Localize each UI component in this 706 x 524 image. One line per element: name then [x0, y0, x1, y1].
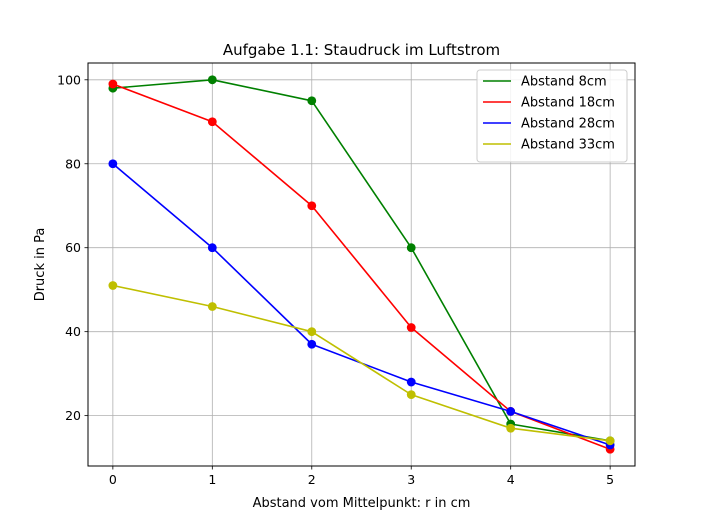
data-point — [108, 281, 118, 290]
legend-item: Abstand 18cm — [483, 96, 615, 111]
x-axis-label: Abstand vom Mittelpunkt: r in cm — [253, 496, 471, 511]
y-axis-label: Druck in Pa — [33, 228, 48, 302]
chart-title: Aufgabe 1.1: Staudruck im Luftstrom — [223, 41, 500, 59]
y-tick-label: 40 — [65, 324, 81, 339]
x-tick-label: 1 — [208, 472, 216, 487]
series-line — [112, 284, 611, 442]
data-point — [108, 159, 118, 169]
axis-ticks: 0 1 2 3 4 5 20 40 60 80 100 — [57, 72, 614, 487]
data-point — [307, 96, 317, 106]
legend-item: Abstand 8cm — [483, 75, 607, 90]
legend-label: Abstand 8cm — [521, 75, 607, 90]
data-point — [207, 243, 217, 253]
data-point — [506, 407, 516, 416]
legend-item: Abstand 28cm — [483, 117, 615, 132]
data-point — [406, 323, 416, 332]
data-point — [307, 327, 317, 337]
series-line — [112, 78, 611, 442]
data-point — [506, 423, 516, 433]
data-point — [207, 75, 217, 85]
legend-item: Abstand 33cm — [483, 138, 615, 153]
y-tick-label: 100 — [57, 72, 81, 87]
data-point — [307, 339, 317, 349]
legend: Abstand 8cm Abstand 18cm Abstand 28cm Absta… — [476, 69, 628, 163]
legend-label: Abstand 18cm — [521, 96, 615, 111]
legend-label: Abstand 33cm — [521, 138, 615, 153]
x-tick-label: 5 — [606, 472, 614, 487]
series-layer — [108, 75, 615, 454]
data-point — [108, 79, 118, 89]
y-tick-label: 20 — [65, 408, 81, 423]
plot-frame — [87, 62, 636, 467]
data-point — [605, 436, 615, 446]
x-tick-label: 0 — [109, 472, 117, 487]
data-point — [406, 390, 416, 400]
y-tick-label: 80 — [65, 156, 81, 171]
x-tick-label: 4 — [507, 472, 515, 487]
y-tick-label: 60 — [65, 240, 81, 255]
x-tick-label: 2 — [308, 472, 316, 487]
data-point — [307, 201, 317, 211]
x-tick-label: 3 — [407, 472, 415, 487]
series-4 — [108, 281, 615, 446]
legend-label: Abstand 28cm — [521, 117, 615, 132]
legend-box — [476, 69, 628, 163]
data-point — [406, 243, 416, 253]
data-point — [406, 377, 416, 387]
data-point — [207, 302, 217, 311]
data-point — [207, 117, 217, 127]
